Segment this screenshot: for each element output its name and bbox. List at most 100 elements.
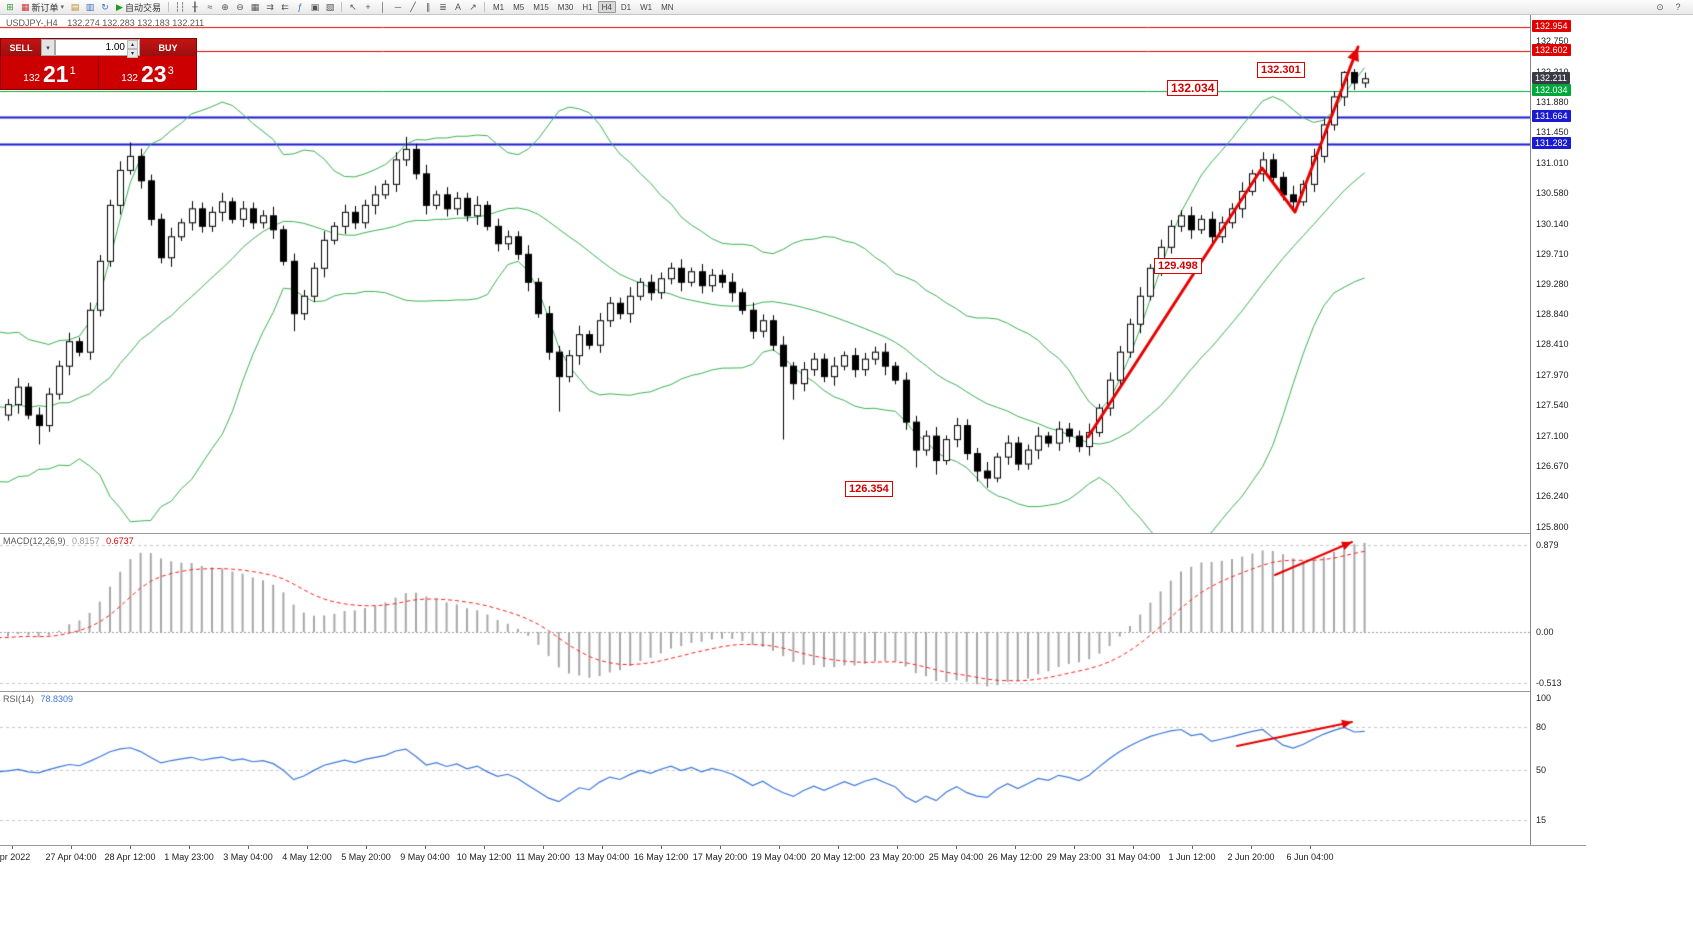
zoom-out-icon[interactable]: ⊖ bbox=[236, 1, 244, 12]
price-axis: 132.750132.310131.880131.450131.010130.5… bbox=[1530, 15, 1592, 868]
time-axis-label: 17 May 20:00 bbox=[692, 852, 748, 862]
time-axis-label: 19 May 04:00 bbox=[751, 852, 807, 862]
price-axis-label: 127.540 bbox=[1536, 400, 1569, 411]
fibonacci-icon[interactable]: ≣ bbox=[439, 1, 447, 12]
tile-windows-icon[interactable]: ▦ bbox=[250, 1, 260, 12]
auto-scroll-icon[interactable]: ⇉ bbox=[266, 1, 274, 12]
macd-axis-label: 0.879 bbox=[1536, 539, 1559, 550]
bid-big-digits: 21 bbox=[42, 61, 69, 87]
profiles-icon[interactable]: ▤ bbox=[70, 1, 80, 12]
time-axis-label: Apr 2022 bbox=[0, 852, 31, 862]
time-axis-tick bbox=[189, 846, 190, 849]
help-icon[interactable]: ? bbox=[1675, 2, 1681, 12]
new-order-button[interactable]: ▦ 新订单 ▾ bbox=[18, 1, 67, 14]
timeframe-h1[interactable]: H1 bbox=[582, 2, 593, 12]
buy-button[interactable]: BUY bbox=[140, 39, 196, 56]
time-axis: Apr 2022 27 Apr 04:00 28 Apr 12:00 1 May 23… bbox=[0, 845, 1586, 868]
volume-dropdown[interactable]: ▾ bbox=[41, 39, 55, 56]
sell-button[interactable]: SELL bbox=[1, 39, 41, 56]
price-tag-132.034: 132.034 bbox=[1532, 84, 1571, 97]
indicators-icon[interactable]: ƒ bbox=[297, 2, 303, 12]
volume-down-button[interactable]: ▾ bbox=[127, 49, 138, 58]
ask-price[interactable]: 132 23 3 bbox=[99, 56, 196, 89]
rsi-panel-canvas[interactable] bbox=[0, 691, 1530, 845]
time-axis-label: 1 Jun 12:00 bbox=[1168, 852, 1216, 862]
new-chart-icon[interactable]: ⊞ bbox=[6, 1, 14, 12]
text-icon[interactable]: A bbox=[454, 2, 461, 12]
toolbar: ⊞ ▦ 新订单 ▾ ▤ ▥ ↻ ▶ 自动交易 ┆┆ ╂ ≈ ⊕ ⊖ ▦ ⇉ ⇇ ƒ ▣ ▧ ↖ + │ ─ ╱ ∥ ≣ A ↗ M1 M5 M… bbox=[0, 0, 1693, 15]
time-axis-label: 11 May 20:00 bbox=[516, 852, 570, 862]
macd-panel-canvas[interactable] bbox=[0, 533, 1530, 691]
price-annotation-129.498[interactable]: 129.498 bbox=[1154, 258, 1202, 274]
rsi-panel-separator[interactable] bbox=[0, 691, 1586, 692]
timeframe-h4[interactable]: H4 bbox=[597, 1, 616, 13]
rsi-axis-label: 80 bbox=[1536, 722, 1547, 732]
time-axis-tick bbox=[838, 846, 839, 849]
line-chart-icon[interactable]: ≈ bbox=[207, 2, 213, 12]
price-tag-131.282: 131.282 bbox=[1532, 136, 1571, 149]
time-axis-label: 29 May 23:00 bbox=[1046, 852, 1102, 862]
bar-chart-icon[interactable]: ┆┆ bbox=[174, 1, 186, 12]
zoom-in-icon[interactable]: ⊕ bbox=[221, 1, 229, 12]
crosshair-icon[interactable]: + bbox=[365, 2, 371, 12]
market-watch-icon[interactable]: ▥ bbox=[85, 1, 95, 12]
templates-icon[interactable]: ▧ bbox=[325, 1, 335, 12]
price-axis-label: 130.580 bbox=[1536, 187, 1569, 198]
search-icon[interactable]: ⊙ bbox=[1656, 1, 1664, 12]
channel-icon[interactable]: ∥ bbox=[425, 1, 431, 12]
chart-shift-icon[interactable]: ⇇ bbox=[281, 1, 289, 12]
macd-panel-separator[interactable] bbox=[0, 533, 1586, 534]
time-axis-tick bbox=[425, 846, 426, 849]
new-order-button-label: 新订单 bbox=[31, 2, 59, 13]
price-axis-label: 131.880 bbox=[1536, 96, 1569, 107]
time-axis-tick bbox=[720, 846, 721, 849]
time-axis-tick bbox=[1074, 846, 1075, 849]
price-annotation-126.354[interactable]: 126.354 bbox=[845, 481, 893, 497]
price-tag-132.954: 132.954 bbox=[1532, 19, 1571, 32]
bid-pip-digit: 1 bbox=[69, 65, 76, 77]
timeframe-w1[interactable]: W1 bbox=[640, 2, 653, 12]
time-axis-tick bbox=[248, 846, 249, 849]
timeframe-m5[interactable]: M5 bbox=[513, 2, 525, 12]
macd-main-value: 0.8157 bbox=[72, 536, 100, 546]
time-axis-tick bbox=[1015, 846, 1016, 849]
time-axis-label: 26 May 12:00 bbox=[987, 852, 1043, 862]
time-axis-label: 10 May 12:00 bbox=[456, 852, 512, 862]
bid-price[interactable]: 132 21 1 bbox=[1, 56, 98, 89]
timeframe-mn[interactable]: MN bbox=[661, 2, 674, 12]
rsi-axis-label: 100 bbox=[1536, 693, 1552, 704]
price-axis-label: 129.280 bbox=[1536, 278, 1569, 289]
time-axis-label: 1 May 23:00 bbox=[164, 852, 214, 862]
price-annotation-132.301[interactable]: 132.301 bbox=[1257, 62, 1305, 78]
periods-icon[interactable]: ▣ bbox=[310, 1, 320, 12]
timeframe-m30[interactable]: M30 bbox=[557, 2, 574, 12]
time-axis-label: 4 May 12:00 bbox=[282, 852, 332, 862]
timeframe-d1[interactable]: D1 bbox=[620, 2, 632, 12]
candlestick-icon[interactable]: ╂ bbox=[192, 1, 198, 12]
rsi-value: 78.8309 bbox=[40, 694, 74, 704]
timeframe-m1[interactable]: M1 bbox=[492, 2, 505, 12]
timeframe-m15[interactable]: M15 bbox=[533, 2, 549, 12]
toolbar-separator bbox=[483, 2, 485, 12]
volume-input[interactable] bbox=[56, 40, 139, 55]
arrows-icon[interactable]: ↗ bbox=[469, 1, 477, 12]
time-axis-tick bbox=[1251, 846, 1252, 849]
autotrade-button[interactable]: ▶ 自动交易 bbox=[113, 1, 164, 14]
main-chart-canvas[interactable] bbox=[0, 15, 1530, 533]
time-axis-tick bbox=[661, 846, 662, 849]
time-axis-tick bbox=[956, 846, 957, 849]
volume-up-button[interactable]: ▴ bbox=[127, 40, 138, 49]
time-axis-tick bbox=[1310, 846, 1311, 849]
price-annotation-132.034[interactable]: 132.034 bbox=[1167, 80, 1219, 96]
trendline-icon[interactable]: ╱ bbox=[410, 1, 416, 12]
macd-axis-label: -0.513 bbox=[1536, 677, 1562, 688]
refresh-icon[interactable]: ↻ bbox=[101, 1, 109, 12]
price-axis-label: 126.240 bbox=[1536, 491, 1569, 502]
time-axis-tick bbox=[366, 846, 367, 849]
symbol-period-label: USDJPY-,H4 bbox=[6, 18, 58, 28]
horizontal-line-icon[interactable]: ─ bbox=[394, 2, 402, 12]
vertical-line-icon[interactable]: │ bbox=[380, 2, 386, 12]
cursor-icon[interactable]: ↖ bbox=[349, 1, 357, 12]
time-axis-label: 3 May 04:00 bbox=[223, 852, 273, 862]
rsi-axis-label: 15 bbox=[1536, 815, 1547, 826]
